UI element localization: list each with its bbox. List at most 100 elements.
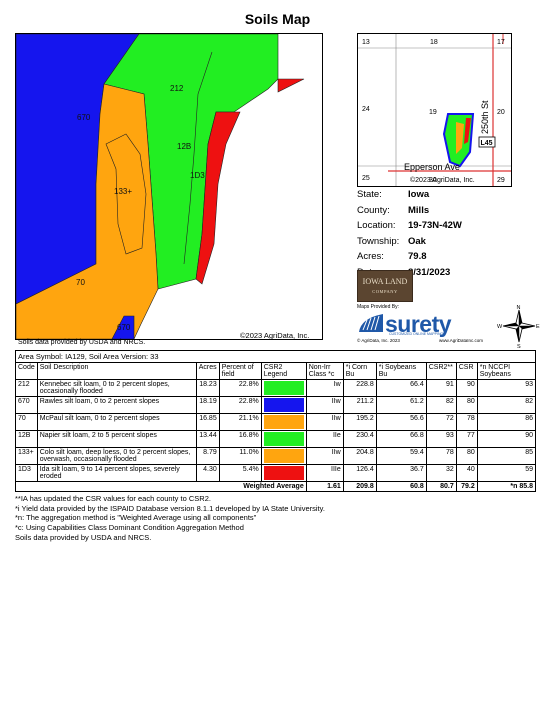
col-header: *n NCCPI Soybeans	[476, 362, 537, 380]
company-logo: IOWA LAND COMPANY	[357, 270, 413, 302]
info-value: 8/31/2023	[408, 266, 451, 278]
cell-csr2: 32	[425, 464, 457, 482]
info-value: Oak	[408, 235, 426, 247]
footnote: *c: Using Capabilities Class Dominant Co…	[15, 523, 244, 533]
logo-line2: COMPANY	[372, 289, 398, 294]
cell-nccpi: 93	[476, 379, 537, 397]
cell-nccpi: 59	[476, 464, 537, 482]
cell-csr2: 72	[425, 413, 457, 431]
map-label-670: 670	[77, 113, 91, 122]
cell-cls: IIe	[305, 430, 344, 448]
info-row-township: Township: Oak	[357, 234, 462, 250]
map-label-1D3: 1D3	[190, 171, 205, 180]
map-credit: ©2023 AgriData, Inc.	[240, 331, 310, 340]
cell-acres: 13.44	[195, 430, 220, 448]
locator-section-29: 29	[497, 177, 505, 184]
cell-soy: 36.7	[375, 464, 427, 482]
cell-code: 70	[15, 413, 38, 431]
cell-csr2: 91	[425, 379, 457, 397]
locator-section-18: 18	[430, 39, 438, 46]
cell-pct: 16.8%	[218, 430, 262, 448]
wa-csr: 79.2	[455, 481, 478, 492]
table-header-row: Code Soil Description Acres Percent of f…	[15, 362, 537, 380]
compass-e: E	[536, 324, 540, 330]
col-header: *i Soybeans Bu	[375, 362, 427, 380]
cell-cls: IIw	[305, 396, 344, 414]
soil-polygon-1D3	[195, 111, 241, 285]
locator-section-13: 13	[362, 39, 370, 46]
csr2-legend-cell	[260, 464, 307, 482]
col-header: Code	[15, 362, 38, 380]
col-header: Acres	[195, 362, 220, 380]
cell-soy: 66.8	[375, 430, 427, 448]
cell-pct: 5.4%	[218, 464, 262, 482]
cell-corn: 228.8	[342, 379, 377, 397]
cell-corn: 204.8	[342, 447, 377, 465]
soils-data-credit: Soils data provided by USDA and NRCS.	[18, 339, 146, 346]
cell-nccpi: 85	[476, 447, 537, 465]
surety-globe-icon	[359, 314, 383, 332]
soil-boundary-12B	[183, 51, 213, 265]
cell-acres: 16.85	[195, 413, 220, 431]
map-label-133: 133+	[114, 187, 132, 196]
info-row-county: County: Mills	[357, 203, 462, 219]
map-label-12B: 12B	[177, 142, 191, 151]
compass-w: W	[497, 324, 503, 330]
surety-logo: Maps Provided By: surety CUSTOMIZED ONLI…	[357, 304, 483, 344]
cell-nccpi: 90	[476, 430, 537, 448]
info-value: Iowa	[408, 189, 430, 201]
cell-csr: 90	[455, 379, 478, 397]
info-key: Acres:	[357, 251, 384, 263]
locator-section-24: 24	[362, 106, 370, 113]
cell-soy: 59.4	[375, 447, 427, 465]
footnote: Soils data provided by USDA and NRCS.	[15, 532, 152, 542]
info-value: 19-73N-42W	[408, 220, 462, 232]
info-key: State:	[357, 189, 382, 201]
property-info: State: Iowa County: Mills Location: 19-73N-…	[357, 187, 462, 280]
soil-polygon-red-top	[277, 78, 305, 93]
cell-soy: 56.6	[375, 413, 427, 431]
cell-cls: Iw	[305, 379, 344, 397]
soil-table: Area Symbol: IA129, Soil Area Version: 3…	[15, 350, 537, 492]
logo-line1: IOWA LAND	[362, 277, 408, 286]
maps-provided-by: Maps Provided By:	[357, 304, 399, 310]
info-key: Location:	[357, 220, 396, 232]
locator-road-epperson: Epperson Ave	[404, 162, 460, 172]
cell-pct: 11.0%	[218, 447, 262, 465]
cell-pct: 22.8%	[218, 379, 262, 397]
locator-section-30: 30	[429, 177, 437, 184]
wa-soy: 60.8	[375, 481, 427, 492]
cell-pct: 22.8%	[218, 396, 262, 414]
locator-road-L45: L45	[481, 140, 493, 147]
locator-road-250th: 250th St	[480, 100, 490, 134]
map-label-212: 212	[170, 84, 184, 93]
wa-corn: 209.8	[342, 481, 377, 492]
locator-section-20: 20	[497, 109, 505, 116]
col-header: Non-Irr Class *c	[305, 362, 344, 380]
info-value: 79.8	[408, 251, 427, 263]
footnote: *i Yield data provided by the ISPAID Dat…	[15, 503, 325, 513]
cell-nccpi: 82	[476, 396, 537, 414]
cell-csr: 80	[455, 396, 478, 414]
col-header: CSR2 Legend	[260, 362, 307, 380]
map-label-670-bottom: 670	[117, 323, 131, 332]
map-label-70: 70	[76, 278, 85, 287]
col-header: Percent of field	[218, 362, 262, 380]
soil-map: 212 670 12B 1D3 133+ 70 670	[15, 33, 323, 340]
cell-code: 670	[15, 396, 38, 414]
soil-boundary-133	[105, 133, 147, 255]
table-row: 133+ Colo silt loam, deep loess, 0 to 2 p…	[15, 447, 537, 465]
cell-soy: 66.4	[375, 379, 427, 397]
cell-corn: 126.4	[342, 464, 377, 482]
area-symbol-row: Area Symbol: IA129, Soil Area Version: 3…	[15, 350, 536, 363]
col-header: Soil Description	[36, 362, 197, 380]
legend-swatch	[263, 398, 304, 412]
cell-desc: Kennebec silt loam, 0 to 2 percent slope…	[36, 379, 197, 397]
cell-code: 212	[15, 379, 38, 397]
surety-brand: surety	[385, 311, 452, 337]
locator-section-25: 25	[362, 175, 370, 182]
csr2-legend-cell	[260, 396, 307, 414]
info-row-state: State: Iowa	[357, 187, 462, 203]
csr2-legend-cell	[260, 413, 307, 431]
legend-swatch	[263, 466, 304, 480]
